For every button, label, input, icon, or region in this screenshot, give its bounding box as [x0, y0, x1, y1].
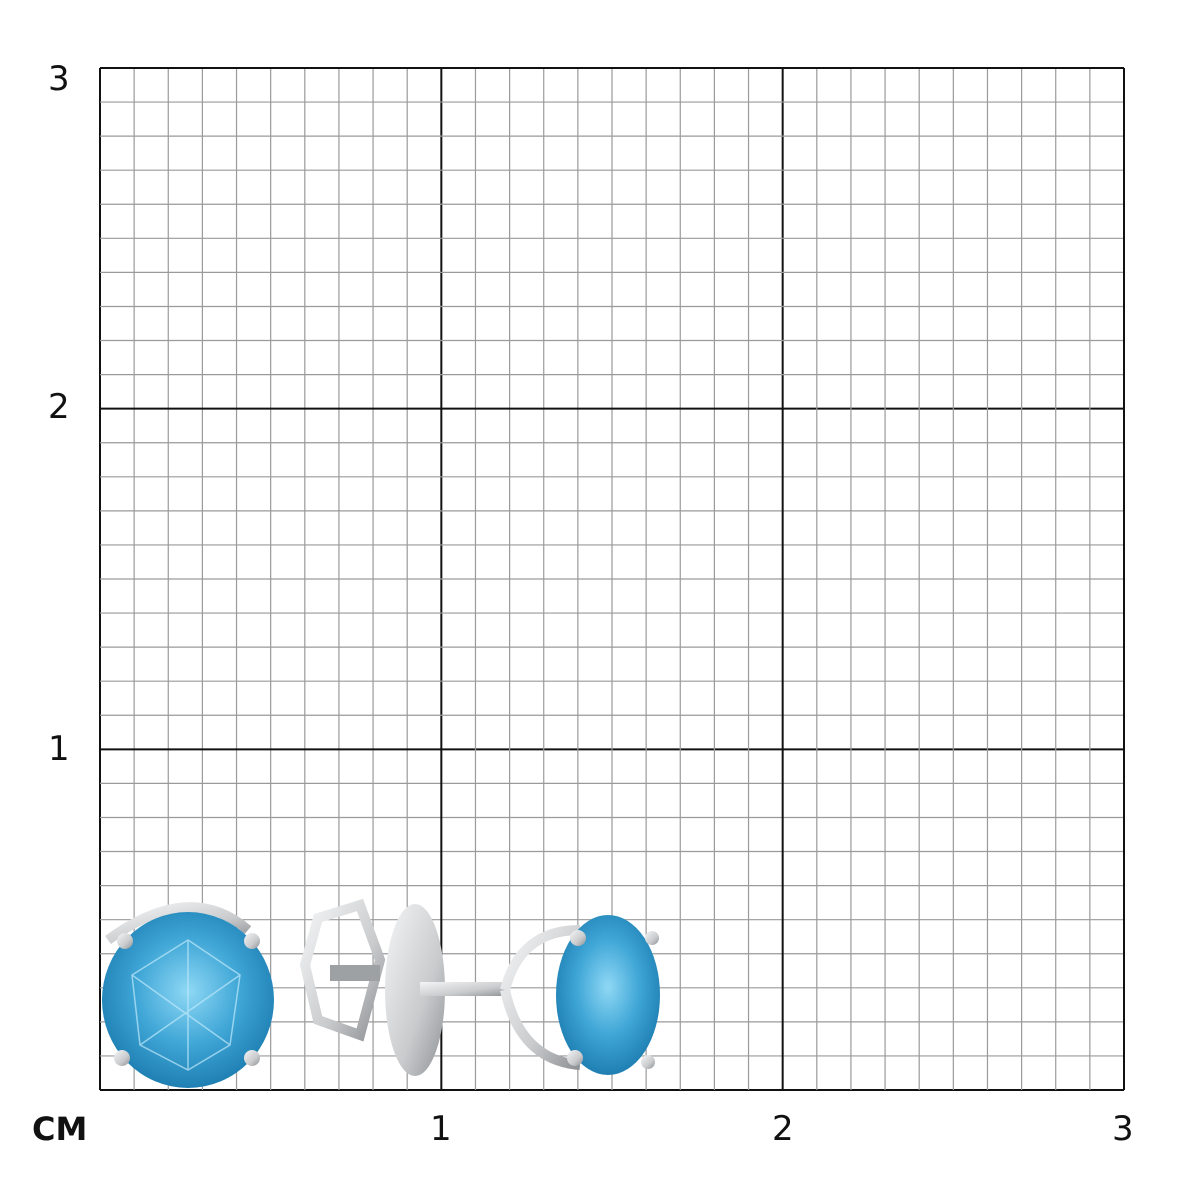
earring-side-view	[299, 898, 660, 1076]
y-tick-label: 3	[48, 59, 70, 99]
x-tick-label: 1	[430, 1109, 452, 1149]
y-tick-label: 1	[48, 729, 70, 769]
y-tick-label: 2	[48, 387, 70, 427]
earring-front-view	[102, 902, 274, 1088]
x-tick-label: 3	[1112, 1109, 1134, 1149]
x-tick-label: 2	[772, 1109, 794, 1149]
unit-label: CM	[32, 1110, 88, 1148]
